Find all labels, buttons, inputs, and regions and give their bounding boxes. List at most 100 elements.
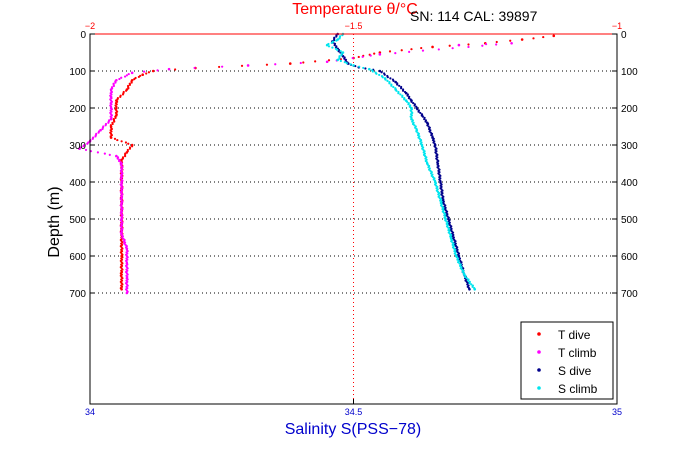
data-point (335, 39, 338, 42)
data-point (424, 120, 427, 123)
axis-ticks: 0 0 100 100 200 200 300 300 400 400 500 500 600 600 70… (69, 21, 638, 417)
data-point (395, 89, 398, 92)
data-point (451, 47, 454, 50)
data-point (420, 46, 423, 50)
data-point (240, 64, 244, 67)
data-point (423, 118, 426, 121)
data-point (368, 67, 371, 71)
x-bottom-tick-label: 34.5 (345, 407, 363, 417)
data-point (416, 108, 419, 111)
data-point (333, 44, 336, 47)
data-point (510, 41, 513, 45)
legend-label: T climb (558, 346, 597, 360)
data-point (115, 154, 118, 158)
data-point (390, 84, 393, 87)
data-point (338, 37, 341, 40)
data-point (399, 93, 402, 96)
legend-marker (537, 332, 541, 336)
data-point (336, 48, 339, 52)
data-point (373, 52, 376, 55)
data-point (174, 68, 177, 71)
data-point (473, 288, 477, 291)
data-point (404, 91, 408, 95)
data-point (78, 147, 81, 150)
data-point (468, 288, 471, 291)
data-point (467, 279, 470, 282)
legend: T dive T climb S dive S climb (520, 321, 614, 400)
data-point (467, 43, 470, 46)
data-point (339, 50, 342, 53)
data-point (509, 39, 512, 42)
series-layer (78, 32, 556, 295)
data-point (431, 45, 434, 49)
data-point (383, 73, 386, 76)
data-point (127, 142, 130, 145)
legend-marker (537, 386, 541, 390)
data-point (114, 81, 117, 84)
y-tick-label-left: 300 (69, 141, 86, 152)
data-point (364, 67, 367, 70)
data-point (121, 93, 125, 96)
data-point (413, 104, 416, 107)
data-point (91, 137, 94, 140)
data-point (330, 41, 333, 44)
data-point (381, 76, 384, 79)
data-point (246, 64, 250, 67)
x-bottom-tick-label: 35 (612, 407, 622, 417)
data-point (407, 103, 410, 106)
y-tick-label-right: 300 (621, 141, 638, 152)
data-point (471, 285, 474, 288)
data-point (392, 79, 395, 82)
y-tick-label-left: 200 (69, 104, 86, 115)
data-point (336, 58, 339, 62)
data-point (361, 55, 364, 58)
legend-label: T dive (558, 328, 591, 342)
y-tick-label-left: 100 (69, 67, 86, 78)
data-point (401, 89, 405, 92)
data-point (386, 76, 389, 79)
data-point (151, 69, 155, 73)
data-point (288, 62, 292, 65)
data-point (104, 124, 107, 127)
calibration-annotation: SN: 114 CAL: 39897 (410, 8, 538, 24)
data-point (118, 77, 121, 81)
data-point (481, 44, 484, 47)
y-tick-label-right: 500 (621, 215, 638, 226)
data-point (542, 35, 545, 39)
data-point (465, 277, 468, 280)
x-top-tick-label: −2 (85, 21, 95, 31)
data-point (388, 50, 392, 53)
x-bottom-tick-label: 34 (85, 407, 95, 417)
legend-marker (537, 350, 541, 354)
y-axis-label: Depth (m) (46, 186, 63, 257)
data-point (113, 120, 116, 123)
data-point (552, 34, 556, 38)
data-point (142, 70, 146, 73)
data-point (532, 37, 535, 40)
data-point (448, 44, 451, 47)
x-axis-label: Salinity S(PSS−78) (285, 421, 422, 438)
data-point (340, 53, 343, 57)
data-point (386, 79, 389, 82)
data-point (397, 92, 400, 95)
data-point (408, 105, 411, 108)
data-point (378, 53, 382, 56)
data-point (332, 39, 336, 42)
data-point (396, 83, 399, 86)
data-point (112, 84, 115, 88)
data-point (82, 145, 85, 148)
data-point (325, 60, 329, 64)
data-point (388, 82, 391, 85)
data-point (137, 75, 140, 79)
data-point (101, 127, 104, 131)
legend-marker (537, 368, 541, 372)
y-tick-label-right: 400 (621, 178, 638, 189)
data-point (421, 115, 424, 118)
data-point (125, 89, 128, 92)
data-point (114, 116, 117, 119)
data-point (407, 97, 411, 100)
data-point (358, 65, 361, 68)
data-point (109, 136, 113, 139)
data-point (299, 61, 302, 65)
